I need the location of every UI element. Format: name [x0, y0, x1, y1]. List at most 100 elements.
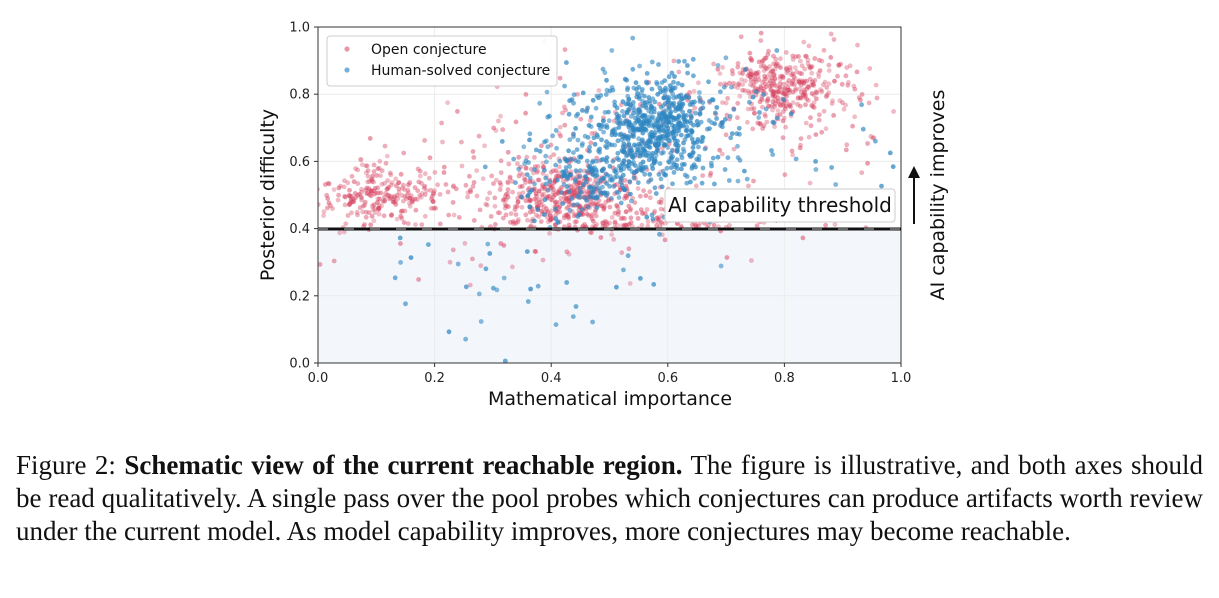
data-point	[727, 223, 732, 228]
data-point	[398, 260, 403, 265]
data-point	[523, 158, 529, 164]
data-point	[775, 95, 781, 101]
data-point	[393, 199, 398, 205]
data-point	[641, 188, 646, 194]
data-point	[748, 82, 753, 88]
data-point	[578, 116, 584, 122]
data-point	[823, 94, 829, 99]
data-point	[807, 180, 813, 186]
data-point	[528, 286, 533, 292]
data-point	[647, 172, 653, 177]
data-point	[767, 71, 773, 77]
data-point	[761, 68, 767, 73]
data-point	[483, 266, 489, 272]
data-point	[715, 66, 721, 72]
data-point	[696, 144, 701, 150]
data-point	[786, 78, 792, 83]
data-point	[533, 191, 539, 197]
data-point	[644, 214, 650, 220]
data-point	[459, 163, 465, 169]
data-point	[696, 157, 702, 163]
data-point	[471, 218, 477, 223]
data-point	[722, 167, 728, 172]
data-point	[729, 84, 734, 90]
y-axis-ticks: 0.0 0.2 0.4 0.6 0.8 1.0	[289, 21, 318, 372]
data-point	[545, 114, 551, 120]
data-point	[781, 109, 786, 114]
data-point	[401, 182, 406, 188]
data-point	[530, 209, 536, 215]
data-point	[558, 195, 564, 201]
data-point	[341, 229, 347, 235]
data-point	[422, 213, 428, 219]
data-point	[362, 222, 367, 227]
data-point	[569, 156, 574, 162]
data-point	[492, 203, 498, 209]
data-point	[700, 173, 706, 179]
data-point	[558, 133, 563, 139]
data-point	[523, 166, 529, 171]
data-point	[591, 201, 596, 206]
data-point	[418, 194, 424, 200]
data-point	[809, 64, 815, 69]
data-point	[784, 80, 790, 86]
data-point	[773, 56, 779, 62]
data-point	[575, 137, 581, 143]
data-point	[639, 114, 645, 120]
data-point	[790, 71, 796, 77]
data-point	[760, 126, 766, 131]
data-point	[528, 197, 533, 203]
data-point	[798, 58, 803, 64]
data-point	[321, 213, 326, 219]
data-point	[363, 209, 369, 215]
data-point	[747, 71, 753, 76]
data-point	[536, 214, 542, 220]
data-point	[697, 90, 702, 95]
data-point	[511, 156, 517, 162]
data-point	[813, 132, 819, 138]
data-point	[625, 152, 630, 158]
data-point	[542, 212, 547, 218]
data-point	[541, 191, 547, 197]
data-point	[493, 177, 499, 183]
data-point	[548, 169, 554, 175]
data-point	[571, 92, 577, 98]
data-point	[671, 170, 677, 175]
data-point	[769, 103, 775, 109]
y-tick-label: 0.4	[289, 222, 310, 237]
data-point	[566, 251, 572, 257]
data-point	[762, 77, 767, 83]
data-point	[633, 80, 639, 86]
data-point	[463, 284, 469, 290]
data-point	[647, 189, 653, 195]
data-point	[687, 90, 693, 95]
data-point	[359, 195, 364, 201]
data-point	[537, 199, 542, 205]
data-point	[692, 99, 697, 105]
data-point	[773, 63, 779, 69]
data-point	[583, 174, 589, 180]
data-point	[641, 93, 647, 99]
data-point	[671, 100, 677, 106]
data-point	[455, 109, 460, 114]
data-point	[498, 158, 504, 164]
data-point	[679, 166, 684, 172]
data-point	[433, 205, 438, 211]
data-point	[513, 212, 519, 218]
data-point	[503, 212, 509, 218]
data-point	[603, 200, 608, 205]
data-point	[798, 136, 804, 142]
data-point	[782, 172, 788, 178]
data-point	[341, 184, 347, 190]
data-point	[810, 79, 815, 85]
data-point	[502, 358, 508, 363]
data-point	[867, 66, 873, 71]
data-point	[767, 78, 773, 84]
data-point	[627, 207, 633, 213]
data-point	[552, 200, 558, 206]
data-point	[708, 160, 714, 166]
data-point	[791, 74, 797, 79]
data-point	[778, 76, 783, 82]
data-point	[735, 61, 741, 66]
data-point	[451, 212, 457, 218]
